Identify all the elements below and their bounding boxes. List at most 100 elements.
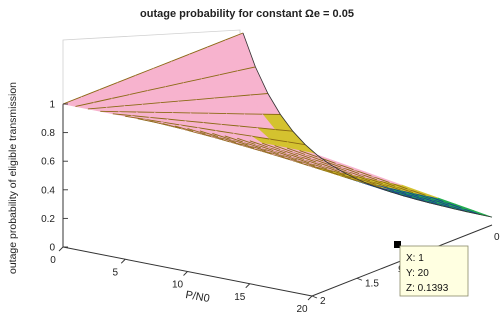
surface-mesh-line: [166, 118, 185, 122]
x-tick-label: 10: [172, 280, 184, 291]
surface-mesh-line: [309, 162, 328, 170]
surface-mesh-line: [159, 100, 178, 104]
surface-mesh-line: [443, 201, 462, 209]
surface-mesh-line: [292, 151, 311, 159]
surface-mesh-line: [148, 116, 167, 120]
surface-mesh-line: [287, 141, 306, 146]
surface-mesh-line: [389, 182, 408, 190]
z-tick-label: 0.2: [41, 214, 55, 225]
z-ticks: 0 0.2 0.4 0.6 0.8 1: [41, 100, 68, 254]
surface-mesh-line: [80, 89, 100, 98]
surface-mesh-line: [260, 147, 280, 155]
surface-mesh-line: [187, 128, 206, 135]
surface-mesh-line: [310, 157, 329, 166]
datatip[interactable]: X: 1 Y: 20 Z: 0.1393: [394, 241, 469, 297]
surface-mesh-line: [188, 46, 208, 55]
surface-mesh-line: [183, 78, 202, 84]
datatip-x: X: 1: [406, 253, 424, 264]
surface-mesh-line: [242, 141, 262, 149]
surface-mesh-line: [125, 115, 144, 120]
surface-near-edge: [242, 32, 493, 218]
surface-mesh-line: [217, 136, 237, 143]
surface-mesh-line: [364, 176, 383, 185]
surface-mesh-line: [382, 183, 401, 191]
surface-mesh-line: [213, 96, 232, 99]
datatip-y: Y: 20: [406, 268, 429, 279]
surface-mesh-line: [184, 120, 203, 123]
surface-mesh-line: [212, 132, 231, 140]
surface-mesh-line: [233, 132, 252, 137]
surface-mesh-line: [393, 190, 412, 198]
surface-mesh-line: [206, 39, 226, 48]
surface-mesh-line: [123, 103, 142, 107]
y-ticks: 1.52: [311, 277, 379, 307]
surface-mesh-line: [299, 150, 318, 158]
surface-mesh-line: [215, 130, 234, 134]
datatip-marker[interactable]: [394, 241, 401, 248]
surface-mesh-line: [407, 188, 426, 196]
surface-mesh-line: [202, 122, 221, 125]
surface-mesh-line: [316, 161, 335, 169]
surface-mesh-line: [224, 32, 244, 41]
surface-mesh-line: [170, 53, 190, 62]
surface-mesh-line: [75, 102, 94, 107]
z-tick-label: 0.4: [41, 185, 55, 196]
surface-mesh-line: [285, 152, 304, 160]
surface-mesh-line: [394, 185, 414, 194]
surface-mesh-line: [199, 130, 219, 138]
surface-mesh-line: [174, 125, 194, 132]
z-axis-label: outage probability of eligible transmiss…: [7, 82, 19, 274]
z-tick-label: 0.6: [41, 157, 55, 168]
surface-mesh-line: [162, 123, 181, 129]
surface-mesh-line: [430, 198, 450, 206]
surface-mesh-line: [105, 105, 124, 108]
z-tick-label: 0: [49, 243, 55, 254]
surface-mesh-line: [130, 115, 149, 118]
surface-mesh-line: [249, 93, 268, 96]
surface-mesh-line: [262, 142, 281, 150]
surface-mesh-line: [249, 140, 268, 148]
x-tick-label: 20: [296, 304, 308, 315]
surface-mesh-line: [400, 189, 419, 197]
x-tick-label: 15: [234, 292, 246, 303]
surface-mesh-line: [273, 150, 292, 158]
surface-mesh-line: [98, 82, 118, 91]
surface-mesh-line: [269, 138, 288, 143]
surface-mesh-line: [280, 149, 299, 157]
x-tick-mark: [245, 283, 251, 289]
surface-mesh-line: [334, 167, 353, 176]
surface-mesh-line: [303, 158, 322, 167]
surface-mesh-line: [353, 169, 372, 177]
surface-mesh-line: [298, 155, 317, 163]
surface-mesh-line: [291, 156, 310, 164]
surface-mesh-line: [321, 165, 340, 173]
datatip-box: [399, 245, 469, 297]
surface-mesh-line: [238, 125, 257, 129]
surface-mesh-line: [152, 60, 172, 69]
z-tick-label: 0.8: [41, 128, 55, 139]
surface-mesh-line: [274, 145, 293, 153]
surface-mesh-line: [251, 135, 270, 140]
surface-mesh-line: [62, 96, 82, 105]
surface-mesh-line: [278, 153, 298, 161]
surface-mesh-line: [224, 135, 243, 143]
surface-mesh-line: [220, 123, 239, 127]
surface-mesh-line: [112, 113, 131, 116]
surface-mesh-line: [304, 154, 324, 162]
surface-mesh-line: [256, 127, 275, 130]
surface-mesh-line: [335, 162, 354, 171]
surface-mesh-line: [461, 207, 480, 215]
surface-mesh-line: [327, 168, 346, 176]
y-tick-mark: [356, 277, 363, 281]
surface-mesh-line: [340, 166, 360, 175]
surface-mesh-line: [134, 68, 154, 77]
surface-mesh-line: [179, 124, 198, 129]
surface-mesh-line: [248, 144, 267, 152]
z-tick-label: 1: [49, 100, 55, 111]
surface-mesh-line: [274, 129, 293, 132]
y-tick-mark: [311, 295, 318, 299]
surface-mesh-line: [177, 99, 196, 102]
surface-mesh-line: [87, 106, 106, 110]
surface-mesh-line: [376, 179, 396, 187]
